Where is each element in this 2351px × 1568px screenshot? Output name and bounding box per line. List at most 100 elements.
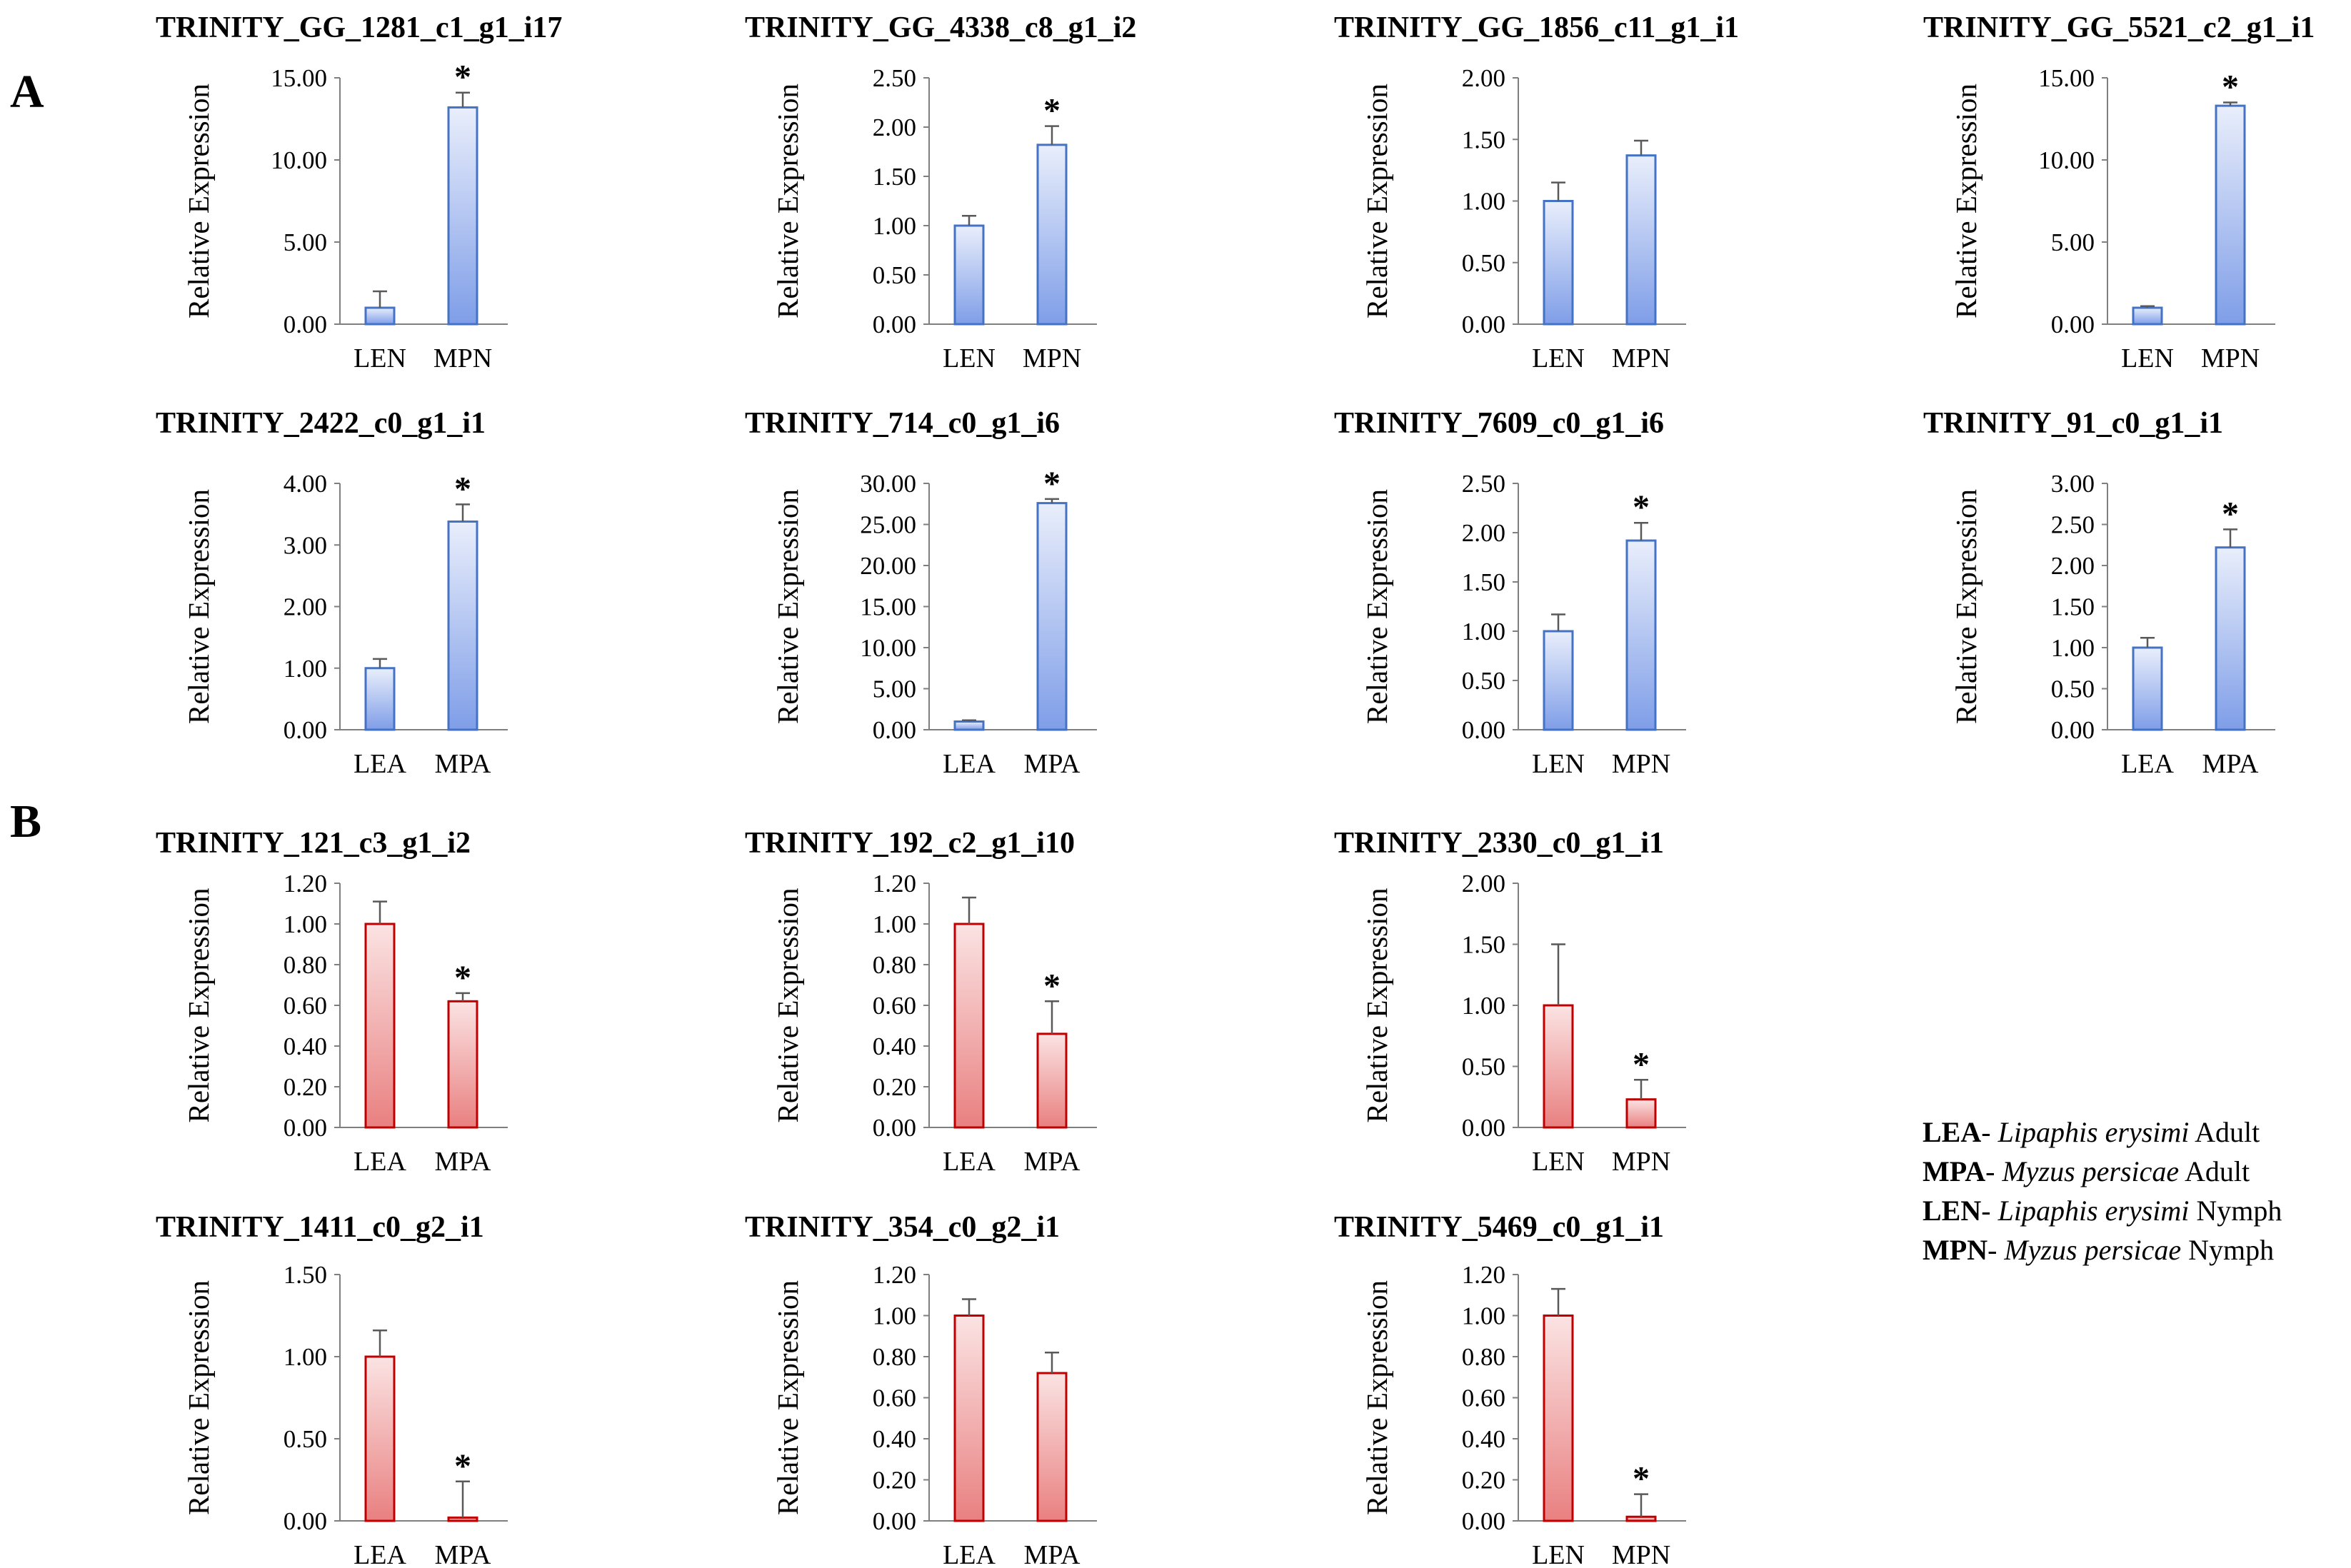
y-tick-label: 0.50	[1462, 667, 1505, 695]
chart-title: TRINITY_5469_c0_g1_i1	[1334, 1211, 1664, 1244]
bar	[953, 224, 985, 326]
bar	[1036, 502, 1068, 731]
y-tick-label: 1.20	[284, 870, 327, 898]
y-tick-label: 3.00	[2051, 470, 2095, 498]
y-tick-label: 0.40	[873, 1032, 916, 1060]
chart: TRINITY_2330_c0_g1_i1 Relative Expression…	[1334, 827, 1686, 1177]
significance-marker: *	[1043, 465, 1061, 503]
y-tick-label: 5.00	[2051, 228, 2095, 256]
chart-title: TRINITY_7609_c0_g1_i6	[1334, 407, 1664, 440]
y-tick-label: 25.00	[860, 511, 916, 539]
legend-item: LEN- Lipaphis erysimi Nymph	[1923, 1191, 2282, 1230]
y-tick-label: 0.00	[873, 716, 916, 744]
legend-stage: Adult	[2195, 1116, 2260, 1148]
y-tick-label: 2.50	[1462, 470, 1505, 498]
chart: TRINITY_7609_c0_g1_i6 Relative Expression…	[1334, 407, 1686, 779]
bar	[1036, 1372, 1068, 1522]
bar	[447, 106, 478, 326]
legend-species: Lipaphis erysimi	[1997, 1116, 2190, 1148]
x-category-label: LEN	[1532, 1147, 1585, 1177]
x-category-label: MPN	[1612, 749, 1670, 779]
y-axis-label: Relative Expression	[771, 1280, 804, 1515]
significance-marker: *	[1633, 1045, 1650, 1083]
y-tick-label: 2.00	[1462, 519, 1505, 547]
bar	[2215, 546, 2246, 731]
significance-marker: *	[1043, 92, 1061, 130]
x-category-label: LEA	[943, 1540, 996, 1568]
bar	[953, 1315, 985, 1522]
x-category-label: LEA	[354, 1147, 406, 1177]
x-category-label: LEA	[2121, 749, 2174, 779]
significance-marker: *	[454, 59, 471, 96]
y-tick-label: 5.00	[284, 228, 327, 256]
y-tick-label: 1.50	[1462, 126, 1505, 154]
y-tick-label: 0.20	[873, 1467, 916, 1494]
chart-title: TRINITY_121_c3_g1_i2	[156, 827, 471, 860]
y-tick-label: 2.00	[873, 114, 916, 141]
y-axis-label: Relative Expression	[182, 1280, 215, 1515]
significance-marker: *	[1043, 967, 1061, 1005]
y-tick-label: 20.00	[860, 552, 916, 580]
charts: TRINITY_GG_1281_c1_g1_i17 Relative Expres…	[156, 11, 2315, 1568]
bar	[364, 923, 396, 1129]
y-tick-label: 0.00	[284, 1507, 327, 1535]
chart: TRINITY_354_c0_g2_i1 Relative Expression 0…	[745, 1211, 1097, 1568]
legend-separator: -	[1981, 1195, 1998, 1227]
y-tick-label: 2.00	[1462, 870, 1505, 898]
bar	[1036, 1032, 1068, 1129]
chart-title: TRINITY_91_c0_g1_i1	[1923, 407, 2223, 440]
y-tick-label: 1.50	[1462, 931, 1505, 959]
legend-stage: Adult	[2184, 1155, 2250, 1187]
y-axis-label: Relative Expression	[182, 84, 215, 318]
y-axis-label: Relative Expression	[771, 888, 804, 1122]
x-category-label: MPA	[1024, 1540, 1081, 1568]
legend-species: Myzus persicae	[2002, 1155, 2180, 1187]
chart: TRINITY_1411_c0_g2_i1 Relative Expression…	[156, 1211, 508, 1568]
y-tick-label: 2.50	[2051, 511, 2095, 539]
y-tick-label: 0.40	[873, 1425, 916, 1453]
y-tick-label: 10.00	[2038, 146, 2095, 174]
x-category-label: MPA	[2202, 749, 2259, 779]
bar	[1543, 1315, 1574, 1522]
y-tick-label: 0.50	[1462, 249, 1505, 277]
y-tick-label: 1.00	[2051, 634, 2095, 662]
y-tick-label: 0.80	[873, 951, 916, 979]
x-category-label: LEA	[354, 749, 406, 779]
y-tick-label: 0.00	[284, 1114, 327, 1142]
legend-separator: -	[1987, 1234, 2005, 1266]
chart: TRINITY_714_c0_g1_i6 Relative Expression 0…	[745, 407, 1097, 779]
legend-separator: -	[1985, 1155, 2002, 1187]
y-tick-label: 10.00	[271, 146, 327, 174]
bar	[1625, 1515, 1657, 1522]
y-tick-label: 0.00	[2051, 716, 2095, 744]
x-category-label: LEA	[943, 1147, 996, 1177]
legend-item: MPA- Myzus persicae Adult	[1923, 1152, 2282, 1191]
y-tick-label: 0.00	[873, 311, 916, 338]
y-tick-label: 15.00	[2038, 64, 2095, 92]
chart-title: TRINITY_354_c0_g2_i1	[745, 1211, 1060, 1244]
y-tick-label: 0.40	[1462, 1425, 1505, 1453]
y-tick-label: 0.00	[1462, 1507, 1505, 1535]
bar	[364, 1355, 396, 1522]
y-tick-label: 1.50	[284, 1261, 327, 1289]
y-tick-label: 1.00	[873, 212, 916, 240]
panel-label-a: A	[10, 66, 44, 118]
y-tick-label: 1.00	[873, 910, 916, 938]
y-tick-label: 0.40	[284, 1032, 327, 1060]
bar	[1625, 539, 1657, 731]
x-category-label: MPN	[2201, 343, 2260, 373]
y-tick-label: 1.50	[1462, 568, 1505, 596]
y-axis-label: Relative Expression	[1360, 84, 1393, 318]
y-axis-label: Relative Expression	[1360, 888, 1393, 1122]
chart: TRINITY_GG_1281_c1_g1_i17 Relative Expres…	[156, 11, 562, 373]
x-category-label: MPN	[433, 343, 492, 373]
bar	[2132, 646, 2163, 731]
y-tick-label: 1.00	[1462, 992, 1505, 1020]
y-tick-label: 1.20	[873, 1261, 916, 1289]
panel-label-b: B	[10, 795, 41, 848]
y-tick-label: 0.00	[1462, 311, 1505, 338]
legend-item: LEA- Lipaphis erysimi Adult	[1923, 1112, 2282, 1152]
y-tick-label: 2.50	[873, 64, 916, 92]
y-axis-label: Relative Expression	[1950, 84, 1982, 318]
